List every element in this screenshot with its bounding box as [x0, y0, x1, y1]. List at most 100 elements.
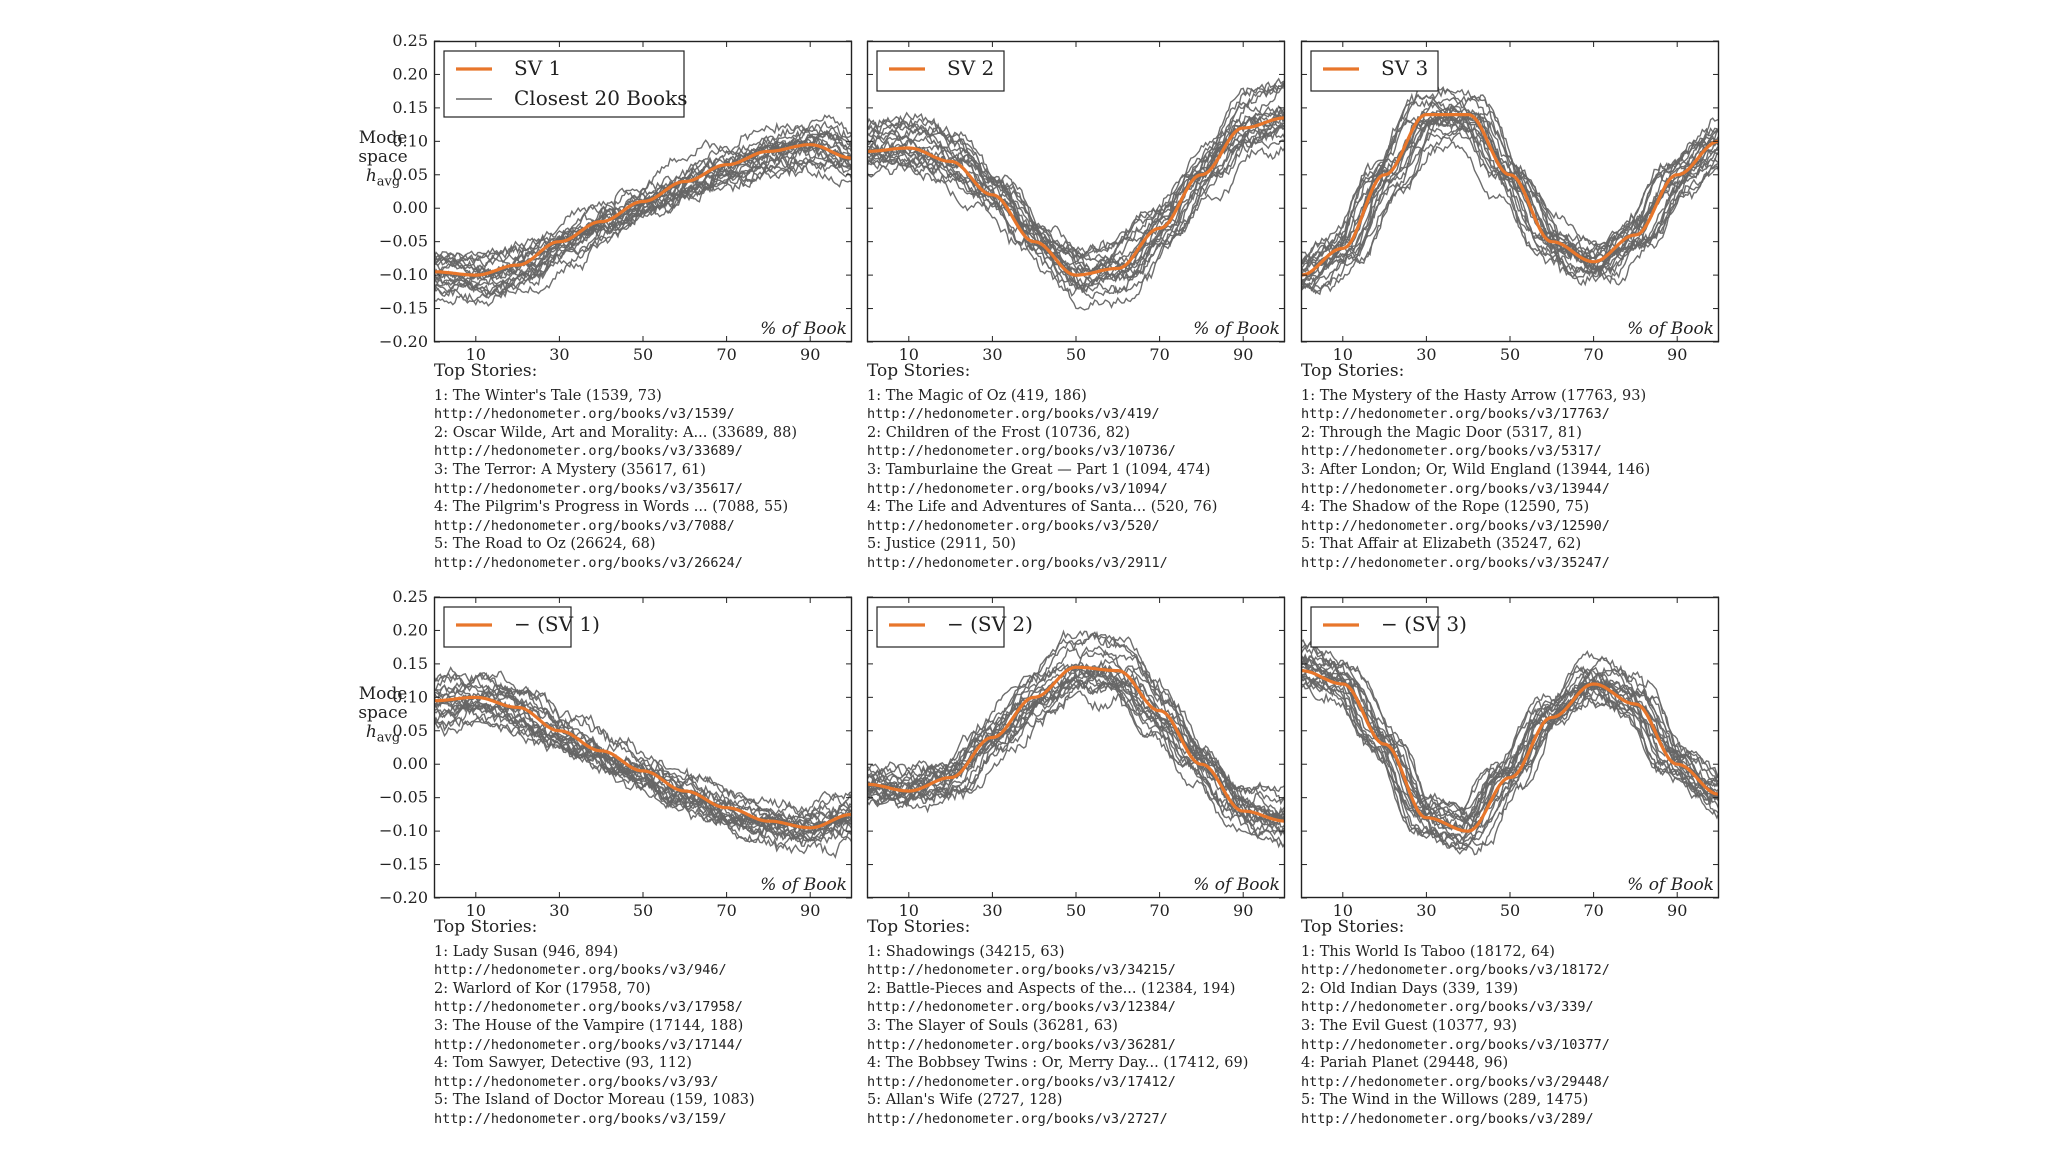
story-url[interactable]: http://hedonometer.org/books/v3/10377/: [1301, 1036, 1610, 1053]
book-trace-16: [1301, 94, 1719, 296]
story-title: 5: The Island of Doctor Moreau (159, 108…: [434, 1092, 755, 1109]
book-trace-10: [434, 151, 852, 271]
story-url[interactable]: http://hedonometer.org/books/v3/33689/: [434, 443, 743, 460]
story-title: 3: After London; Or, Wild England (13944…: [1301, 461, 1651, 478]
book-trace-3: [867, 145, 1285, 273]
story-url[interactable]: http://hedonometer.org/books/v3/26624/: [434, 554, 743, 571]
book-trace-8: [434, 673, 852, 826]
y-axis-label-line: havg: [351, 167, 415, 191]
story-url[interactable]: http://hedonometer.org/books/v3/2727/: [867, 1110, 1168, 1127]
book-trace-19: [434, 699, 852, 855]
x-tick-label: 10: [1333, 901, 1353, 920]
book-trace-15: [434, 720, 852, 828]
x-axis-label: % of Book: [760, 319, 847, 339]
story-url[interactable]: http://hedonometer.org/books/v3/12384/: [867, 999, 1176, 1016]
story-url[interactable]: http://hedonometer.org/books/v3/12590/: [1301, 517, 1610, 534]
chart-svg: 10 30 50 70 90 % of Book − (SV 3): [1300, 596, 1720, 920]
book-trace-4: [1301, 92, 1719, 287]
story-title: 4: The Bobbsey Twins : Or, Merry Day... …: [867, 1055, 1249, 1072]
book-trace-13: [1301, 674, 1719, 851]
top-stories-header: Top Stories:: [434, 361, 538, 381]
sv-series-line: [867, 116, 1285, 277]
legend: − (SV 2): [876, 606, 1033, 648]
y-tick-label: 0.25: [392, 587, 428, 606]
legend: SV 1 Closest 20 Books: [443, 50, 687, 118]
top-stories-header: Top Stories:: [1301, 361, 1405, 381]
x-axis-label: % of Book: [760, 875, 847, 895]
y-tick-label: 0.05: [392, 721, 428, 740]
chart-panel-2: 10 30 50 70 90 % of Book SV 2: [866, 40, 1286, 364]
x-tick-label: 90: [1233, 345, 1253, 364]
top-stories: Top Stories: 1: Lady Susan (946, 894) http…: [434, 918, 755, 1129]
y-tick-label: 0.20: [392, 64, 428, 83]
story-url[interactable]: http://hedonometer.org/books/v3/35247/: [1301, 554, 1610, 571]
story-url[interactable]: http://hedonometer.org/books/v3/10736/: [867, 443, 1176, 460]
story-url[interactable]: http://hedonometer.org/books/v3/29448/: [1301, 1073, 1610, 1090]
book-trace-20: [1301, 124, 1719, 282]
book-trace-20: [1301, 683, 1719, 819]
x-tick-label: 10: [466, 345, 486, 364]
x-tick-label: 90: [800, 345, 820, 364]
book-trace-13: [867, 130, 1285, 276]
story-url[interactable]: http://hedonometer.org/books/v3/1539/: [434, 406, 735, 423]
top-stories: Top Stories: 1: The Winter's Tale (1539, …: [434, 362, 797, 573]
story-url[interactable]: http://hedonometer.org/books/v3/520/: [867, 517, 1160, 534]
story-url[interactable]: http://hedonometer.org/books/v3/1094/: [867, 480, 1168, 497]
story-url[interactable]: http://hedonometer.org/books/v3/18172/: [1301, 962, 1610, 979]
legend: − (SV 1): [443, 606, 600, 648]
chart-panel-6: 10 30 50 70 90 % of Book − (SV 3): [1300, 596, 1720, 920]
story-url[interactable]: http://hedonometer.org/books/v3/17412/: [867, 1073, 1176, 1090]
x-axis-label: % of Book: [1193, 319, 1280, 339]
y-axis-label-line: Mode: [358, 128, 408, 148]
x-tick-label: 70: [1149, 901, 1169, 920]
top-stories: Top Stories: 1: This World Is Taboo (1817…: [1301, 918, 1610, 1129]
legend: − (SV 3): [1310, 606, 1467, 648]
story-url[interactable]: http://hedonometer.org/books/v3/2911/: [867, 554, 1168, 571]
story-title: 4: The Shadow of the Rope (12590, 75): [1301, 499, 1590, 516]
legend-label: SV 3: [1381, 56, 1428, 80]
story-url[interactable]: http://hedonometer.org/books/v3/339/: [1301, 999, 1594, 1016]
top-stories: Top Stories: 1: Shadowings (34215, 63) htt…: [867, 918, 1248, 1129]
x-axis-label: % of Book: [1627, 875, 1714, 895]
story-url[interactable]: http://hedonometer.org/books/v3/34215/: [867, 962, 1176, 979]
story-url[interactable]: http://hedonometer.org/books/v3/946/: [434, 962, 727, 979]
top-stories-header: Top Stories:: [434, 917, 538, 937]
story-url[interactable]: http://hedonometer.org/books/v3/289/: [1301, 1110, 1594, 1127]
x-tick-label: 50: [1500, 345, 1520, 364]
y-tick-label: 0.20: [392, 620, 428, 639]
story-title: 2: Children of the Frost (10736, 82): [867, 424, 1130, 441]
book-trace-13: [1301, 87, 1719, 292]
x-axis-label: % of Book: [1193, 875, 1280, 895]
book-trace-11: [1301, 646, 1719, 847]
story-title: 4: Tom Sawyer, Detective (93, 112): [434, 1055, 692, 1072]
story-url[interactable]: http://hedonometer.org/books/v3/7088/: [434, 517, 735, 534]
story-title: 2: Through the Magic Door (5317, 81): [1301, 424, 1582, 441]
y-tick-label: 0.00: [392, 754, 428, 773]
y-tick-label: 0.10: [392, 131, 428, 150]
story-url[interactable]: http://hedonometer.org/books/v3/35617/: [434, 480, 743, 497]
chart-svg: 10 30 50 70 90 % of Book SV 3: [1300, 40, 1720, 364]
x-tick-label: 70: [1149, 345, 1169, 364]
book-trace-19: [1301, 654, 1719, 828]
y-tick-label: −0.05: [379, 232, 428, 251]
y-tick-label: −0.15: [379, 855, 428, 874]
x-tick-label: 70: [716, 345, 736, 364]
story-url[interactable]: http://hedonometer.org/books/v3/93/: [434, 1073, 719, 1090]
legend-label: − (SV 2): [947, 612, 1033, 636]
y-axis-label-subscript: avg: [376, 174, 401, 190]
story-url[interactable]: http://hedonometer.org/books/v3/17144/: [434, 1036, 743, 1053]
story-url[interactable]: http://hedonometer.org/books/v3/5317/: [1301, 443, 1602, 460]
y-axis-label-symbol: h: [365, 722, 377, 742]
book-trace-14: [867, 82, 1285, 294]
x-tick-label: 30: [1416, 345, 1436, 364]
story-url[interactable]: http://hedonometer.org/books/v3/36281/: [867, 1036, 1176, 1053]
story-url[interactable]: http://hedonometer.org/books/v3/17763/: [1301, 406, 1610, 423]
story-url[interactable]: http://hedonometer.org/books/v3/13944/: [1301, 480, 1610, 497]
book-trace-18: [867, 106, 1285, 311]
story-url[interactable]: http://hedonometer.org/books/v3/159/: [434, 1110, 727, 1127]
y-tick-label: −0.10: [379, 821, 428, 840]
story-url[interactable]: http://hedonometer.org/books/v3/17958/: [434, 999, 743, 1016]
top-stories-header: Top Stories:: [867, 361, 971, 381]
story-url[interactable]: http://hedonometer.org/books/v3/419/: [867, 406, 1160, 423]
book-trace-13: [867, 690, 1285, 820]
